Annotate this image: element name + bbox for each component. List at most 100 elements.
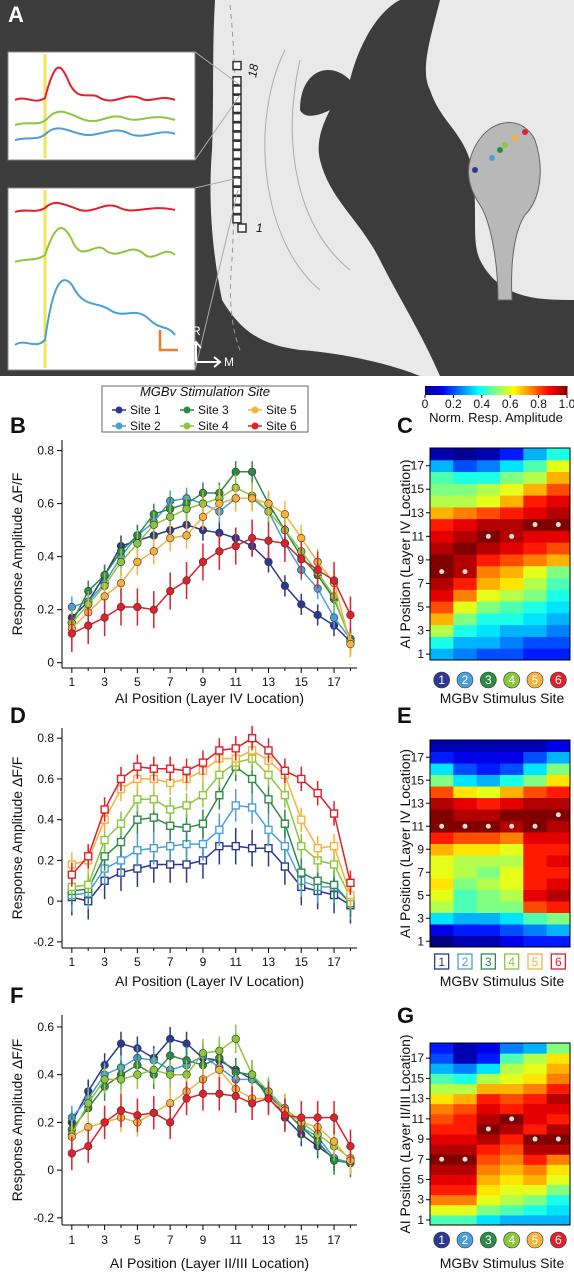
heat-cell	[476, 774, 501, 787]
heat-cell	[500, 1214, 524, 1226]
x-axis-label: AI Position (Layer IV Location)	[115, 973, 304, 989]
marker	[133, 539, 142, 548]
orientation-arrows	[190, 340, 222, 368]
heat-cell	[430, 774, 454, 787]
marker	[313, 788, 322, 798]
heat-cell	[453, 483, 478, 496]
marker	[84, 1099, 93, 1108]
site-dot	[512, 135, 518, 141]
heat-cell	[453, 1063, 478, 1074]
heat-cell	[453, 924, 478, 936]
heat-cell	[523, 506, 548, 520]
series-line	[71, 1054, 351, 1164]
heat-cell	[500, 751, 524, 764]
marker	[297, 600, 306, 609]
marker	[248, 467, 257, 476]
heat-cell	[430, 1204, 454, 1216]
heat-cell	[453, 1144, 478, 1155]
heat-cell	[500, 843, 524, 856]
legend-label: Site 3	[198, 403, 229, 417]
series-line	[71, 749, 352, 896]
peak-dot	[485, 533, 491, 539]
electrode	[232, 149, 242, 160]
heat-cell	[500, 601, 524, 614]
y-tick-label: 7	[417, 576, 424, 590]
marker	[116, 819, 126, 828]
marker	[231, 801, 240, 810]
x-tick-label: 1	[438, 1233, 445, 1247]
trace	[14, 66, 176, 102]
x-tick-label: 1	[68, 675, 75, 689]
heat-cell	[476, 1204, 501, 1216]
colorbar-swatch	[465, 386, 469, 395]
category-badge	[550, 671, 567, 689]
marker	[198, 1089, 208, 1098]
heat-cell	[546, 542, 571, 555]
site-dot	[502, 142, 508, 148]
heat-cell	[476, 786, 501, 798]
colorbar-swatch	[545, 386, 549, 395]
heat-cell	[430, 1214, 454, 1226]
marker	[149, 520, 158, 529]
marker	[149, 1108, 158, 1117]
peak-dot	[439, 823, 445, 829]
marker	[133, 1070, 142, 1079]
colorbar-swatch	[491, 386, 495, 395]
heat-cell	[546, 506, 571, 520]
heat-cell	[430, 1093, 454, 1105]
x-tick-label: 6	[555, 955, 562, 969]
heat-cell	[476, 1154, 501, 1165]
colorbar-swatch	[557, 386, 561, 395]
heat-cell	[500, 901, 524, 913]
heat-cell	[500, 924, 524, 936]
marker	[116, 602, 126, 612]
heat-cell	[523, 554, 548, 567]
heat-cell	[500, 1164, 524, 1175]
heat-cell	[430, 518, 454, 531]
marker	[166, 1118, 175, 1127]
heat-cell	[500, 1174, 524, 1186]
heat-cell	[523, 740, 548, 752]
heat-cell	[523, 495, 548, 508]
heat-cell	[430, 1113, 454, 1125]
heat-cell	[453, 577, 478, 590]
legend-box	[101, 385, 309, 433]
marker	[84, 852, 93, 861]
heat-cell	[546, 1194, 571, 1206]
marker	[346, 1142, 355, 1151]
marker	[149, 795, 158, 804]
legend-label: Site 4	[198, 419, 229, 433]
y-tick-label: 17	[411, 459, 425, 473]
marker	[116, 837, 126, 847]
heat-cell	[546, 935, 571, 948]
colorbar-swatch	[427, 386, 431, 395]
electrode	[232, 76, 242, 86]
heat-cell	[546, 866, 571, 879]
connector	[194, 94, 241, 161]
category-badge	[480, 1231, 497, 1249]
heat-cell	[430, 866, 454, 879]
heat-cell	[546, 495, 571, 508]
heat-cell	[453, 878, 478, 890]
heat-cell	[476, 601, 501, 614]
heat-cell	[523, 751, 548, 764]
colorbar-swatch	[548, 386, 551, 395]
heat-cell	[523, 832, 548, 844]
y-tick-label: 13	[411, 796, 425, 810]
heat-cell	[430, 495, 454, 508]
heat-cell	[476, 901, 501, 913]
heat-cell	[476, 1144, 501, 1155]
legend-label: Site 1	[130, 403, 161, 417]
y-tick-label: 0.6	[37, 497, 54, 511]
x-tick-label: 3	[101, 1233, 108, 1247]
peak-dot	[532, 522, 538, 528]
colorbar-swatch	[529, 386, 532, 395]
heat-cell	[523, 1123, 548, 1135]
y-tick-label: 0.2	[37, 603, 54, 617]
heat-cell	[523, 935, 548, 948]
marker	[100, 613, 109, 622]
heat-cell	[453, 1103, 478, 1115]
x-tick-label: 13	[262, 675, 276, 689]
peak-dot	[462, 823, 468, 829]
electrode	[232, 103, 242, 114]
